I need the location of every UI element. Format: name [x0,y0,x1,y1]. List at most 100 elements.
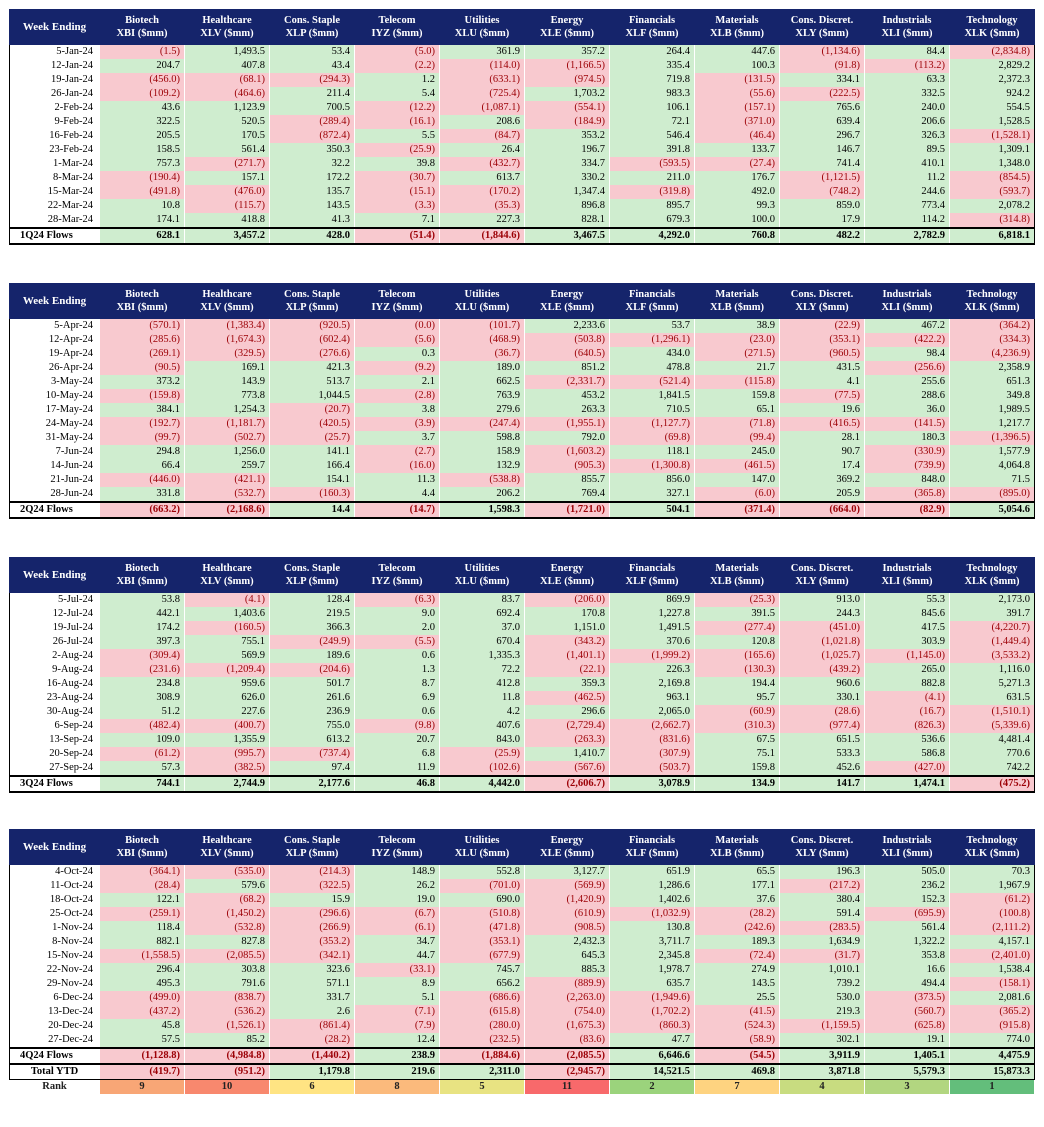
flow-value-cell: (456.0) [99,73,185,87]
flow-value-cell: (895.0) [949,487,1035,503]
flow-value-cell: 447.6 [694,44,780,59]
table-row: 21-Jun-24 (446.0) (421.1) 154.1 11.3 (538.8) 8… [9,473,1035,487]
flow-value-cell: (1,181.7) [184,417,270,431]
flow-value-cell: 89.5 [864,143,950,157]
flow-value-cell: (2,606.7) [524,775,610,793]
week-date: 22-Nov-24 [9,963,100,977]
flow-value-cell: 72.2 [439,663,525,677]
week-date: 26-Jan-24 [9,87,100,101]
flow-value-cell: (285.6) [99,333,185,347]
flow-value-cell: 773.8 [184,389,270,403]
flow-value-cell: 5.1 [354,991,440,1005]
flow-value-cell: (69.8) [609,431,695,445]
flow-value-cell: 206.6 [864,115,950,129]
flow-value-cell: (20.7) [269,403,355,417]
week-date: 10-May-24 [9,389,100,403]
flow-value-cell: (499.0) [99,991,185,1005]
flow-value-cell: 469.8 [694,1064,780,1080]
ticker-label: XBI ($mm) [116,848,168,859]
flow-value-cell: (71.8) [694,417,780,431]
flow-value-cell: 571.1 [269,977,355,991]
flow-value-cell: (365.2) [949,1005,1035,1019]
flow-value-cell: 296.7 [779,129,865,143]
flow-value-cell: (633.1) [439,73,525,87]
flow-value-cell: 158.9 [439,445,525,459]
table-row: 1-Mar-24 757.3 (271.7) 32.2 39.8 (432.7) 334.7… [9,157,1035,171]
ticker-label: IYZ ($mm) [371,28,423,39]
flow-value-cell: 44.7 [354,949,440,963]
flow-value-cell: (663.2) [99,501,185,519]
flow-value-cell: 1,227.8 [609,607,695,621]
ticker-label: XLB ($mm) [710,576,764,587]
sector-name: Technology [966,15,1018,26]
flow-value-cell: (9.8) [354,719,440,733]
ticker-label: XLV ($mm) [200,302,254,313]
column-header: Healthcare XLV ($mm) [184,283,270,319]
flow-value-cell: 1,256.0 [184,445,270,459]
flow-value-cell: (263.3) [524,733,610,747]
flow-value-cell: 492.0 [694,185,780,199]
week-ending-header: Week Ending [9,283,100,319]
week-date: 29-Nov-24 [9,977,100,991]
table-row: 16-Aug-24 234.8 959.6 501.7 8.7 412.8 359.3 2,1… [9,677,1035,691]
flow-value-cell: (826.3) [864,719,950,733]
flow-value-cell: 46.8 [354,775,440,793]
flow-value-cell: 639.4 [779,115,865,129]
week-date: 20-Sep-24 [9,747,100,761]
ticker-label: IYZ ($mm) [371,576,423,587]
flow-value-cell: 467.2 [864,318,950,333]
column-header: Cons. Discret. XLY ($mm) [779,557,865,593]
flow-value-cell: 2,432.3 [524,935,610,949]
column-header: Biotech XBI ($mm) [99,283,185,319]
column-header: Cons. Discret. XLY ($mm) [779,829,865,865]
flow-value-cell: (1,134.6) [779,44,865,59]
flow-value-cell: (84.7) [439,129,525,143]
flow-value-cell: (83.6) [524,1033,610,1049]
flow-value-cell: (482.4) [99,719,185,733]
flow-value-cell: 1,989.5 [949,403,1035,417]
column-header: Telecom IYZ ($mm) [354,829,440,865]
flow-value-cell: (371.4) [694,501,780,519]
flow-value-cell: 384.1 [99,403,185,417]
flow-value-cell: (190.4) [99,171,185,185]
flow-value-cell: (475.2) [949,775,1035,793]
flow-value-cell: (60.9) [694,705,780,719]
flow-value-cell: (1,844.6) [439,227,525,245]
ticker-label: XLB ($mm) [710,848,764,859]
flow-value-cell: 0.6 [354,649,440,663]
flow-value-cell: 505.0 [864,864,950,879]
column-header: Cons. Staple XLP ($mm) [269,829,355,865]
flow-value-cell: 6,818.1 [949,227,1035,245]
flow-value-cell: 7.1 [354,213,440,229]
flow-value-cell: 172.2 [269,171,355,185]
quarter-summary-row-label: 1Q24 Flows [9,227,100,245]
sector-name: Technology [966,289,1018,300]
flow-value-cell: 741.4 [779,157,865,171]
flow-value-cell: (1,674.3) [184,333,270,347]
ticker-label: XLY ($mm) [795,302,849,313]
flow-value-cell: (160.3) [269,487,355,503]
week-date: 14-Jun-24 [9,459,100,473]
flow-value-cell: (920.5) [269,318,355,333]
flow-value-cell: (1,159.5) [779,1019,865,1033]
flow-value-cell: (99.7) [99,431,185,445]
flow-value-cell: 114.2 [864,213,950,229]
sector-name: Biotech [125,835,159,846]
ticker-label: XLI ($mm) [881,576,933,587]
flow-value-cell: (615.8) [439,1005,525,1019]
sector-name: Financials [628,289,676,300]
flow-value-cell: (22.9) [779,318,865,333]
week-date: 28-Mar-24 [9,213,100,229]
ticker-label: XLP ($mm) [285,28,339,39]
flow-value-cell: 1,978.7 [609,963,695,977]
flow-value-cell: 14.4 [269,501,355,519]
flow-value-cell: (280.0) [439,1019,525,1033]
quarter-summary-row: 4Q24 Flows (1,128.8) (4,984.8) (1,440.2) 238… [9,1047,1035,1065]
flow-value-cell: (502.7) [184,431,270,445]
flow-value-cell: (1,721.0) [524,501,610,519]
flow-value-cell: 2,311.0 [439,1064,525,1080]
flow-value-cell: 827.8 [184,935,270,949]
table-row: 13-Dec-24 (437.2) (536.2) 2.6 (7.1) (615.8) (7… [9,1005,1035,1019]
flow-value-cell: 3,078.9 [609,775,695,793]
flow-value-cell: 692.4 [439,607,525,621]
